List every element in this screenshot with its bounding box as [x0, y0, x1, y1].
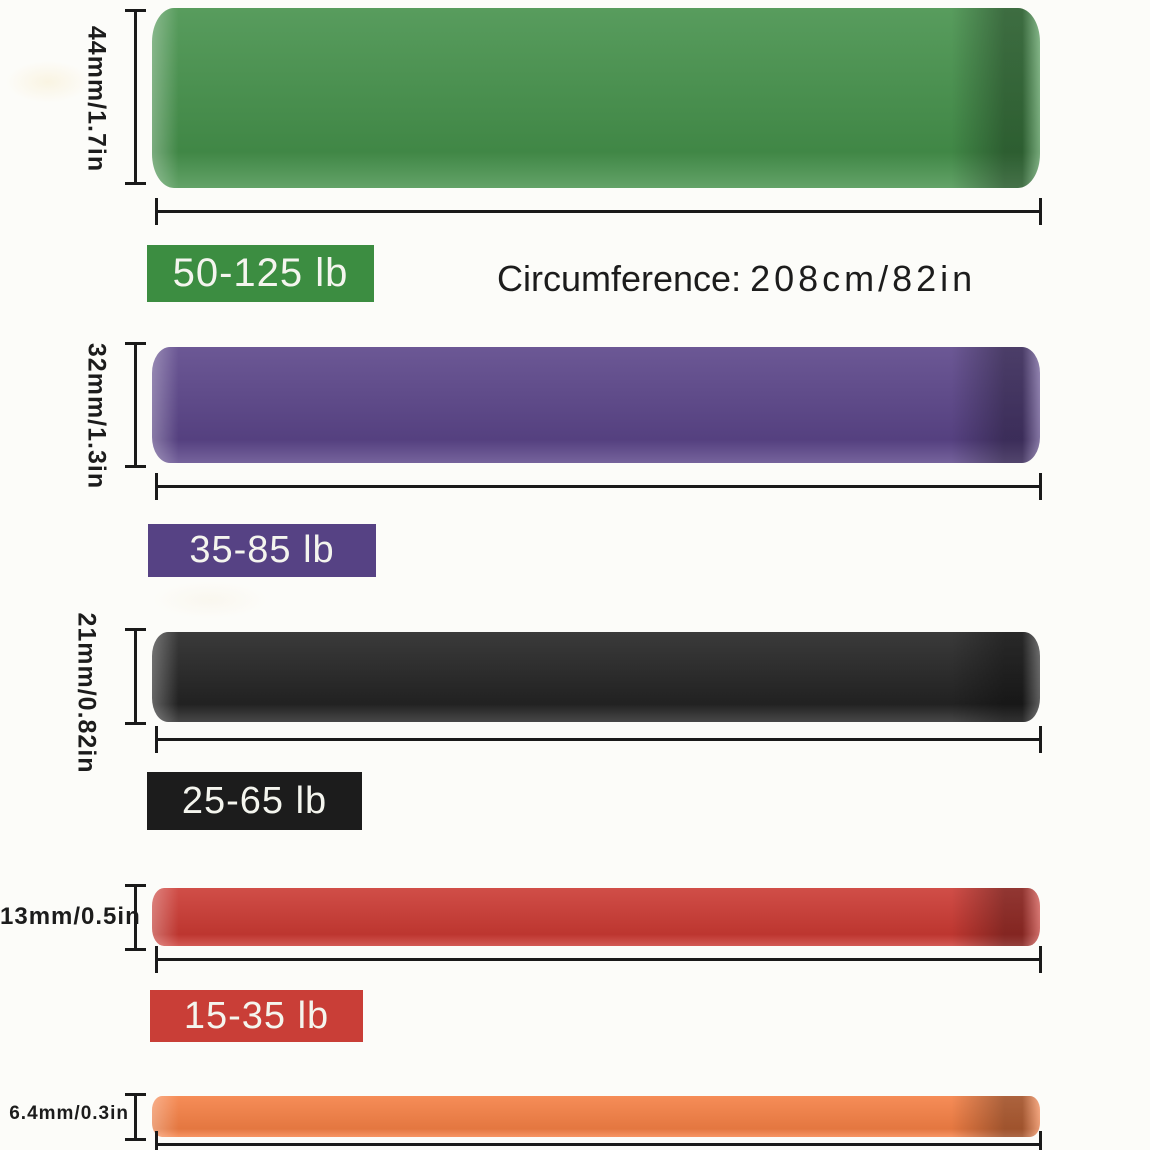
- dimension-cap: [125, 1138, 146, 1141]
- circumference-text: Circumference: 208cm/82in: [497, 258, 976, 300]
- width-measurement-label-orange: 6.4mm/0.3in: [9, 1103, 129, 1124]
- resistance-range-text: 25-65 lb: [181, 779, 328, 822]
- resistance-band-orange: [152, 1096, 1040, 1137]
- length-dimension-line-red: [155, 946, 1042, 973]
- length-dimension-line-orange: [155, 1131, 1042, 1150]
- length-dimension-line-purple: [155, 473, 1042, 500]
- resistance-band-green: [152, 8, 1040, 188]
- width-dimension-line-orange: [125, 1093, 146, 1141]
- circumference-value: 208cm/82in: [750, 258, 977, 299]
- width-dimension-line-red: [125, 884, 146, 951]
- dimension-cap: [125, 628, 146, 631]
- dimension-cap: [125, 182, 146, 185]
- dimension-cap: [125, 884, 146, 887]
- width-dimension-line-green: [125, 9, 146, 185]
- length-dimension-line-green: [155, 198, 1042, 225]
- dimension-cap: [125, 465, 146, 468]
- dimension-cap: [125, 948, 146, 951]
- width-measurement-label-red: 13mm/0.5in: [0, 903, 141, 930]
- resistance-range-text: 50-125 lb: [172, 251, 349, 295]
- width-measurement-label-green: 44mm/1.7in: [82, 25, 111, 173]
- resistance-band-purple: [152, 347, 1040, 463]
- length-dimension-line-black: [155, 726, 1042, 753]
- resistance-range-badge-purple: 35-85 lb: [148, 524, 376, 577]
- dimension-cap: [125, 722, 146, 725]
- dimension-cap: [125, 9, 146, 12]
- resistance-range-badge-red: 15-35 lb: [150, 990, 363, 1042]
- resistance-band-black: [152, 632, 1040, 722]
- resistance-range-text: 15-35 lb: [183, 994, 330, 1037]
- resistance-band-red: [152, 888, 1040, 946]
- width-dimension-line-black: [125, 628, 146, 725]
- width-measurement-label-purple: 32mm/1.3in: [82, 342, 111, 490]
- resistance-range-text: 35-85 lb: [189, 529, 335, 571]
- resistance-range-badge-green: 50-125 lb: [147, 245, 374, 302]
- dimension-cap: [125, 1093, 146, 1096]
- dimension-cap: [125, 342, 146, 345]
- resistance-range-badge-black: 25-65 lb: [147, 772, 362, 830]
- width-dimension-line-purple: [125, 342, 146, 468]
- circumference-label: Circumference:: [497, 258, 742, 299]
- width-measurement-label-black: 21mm/0.82in: [72, 612, 101, 774]
